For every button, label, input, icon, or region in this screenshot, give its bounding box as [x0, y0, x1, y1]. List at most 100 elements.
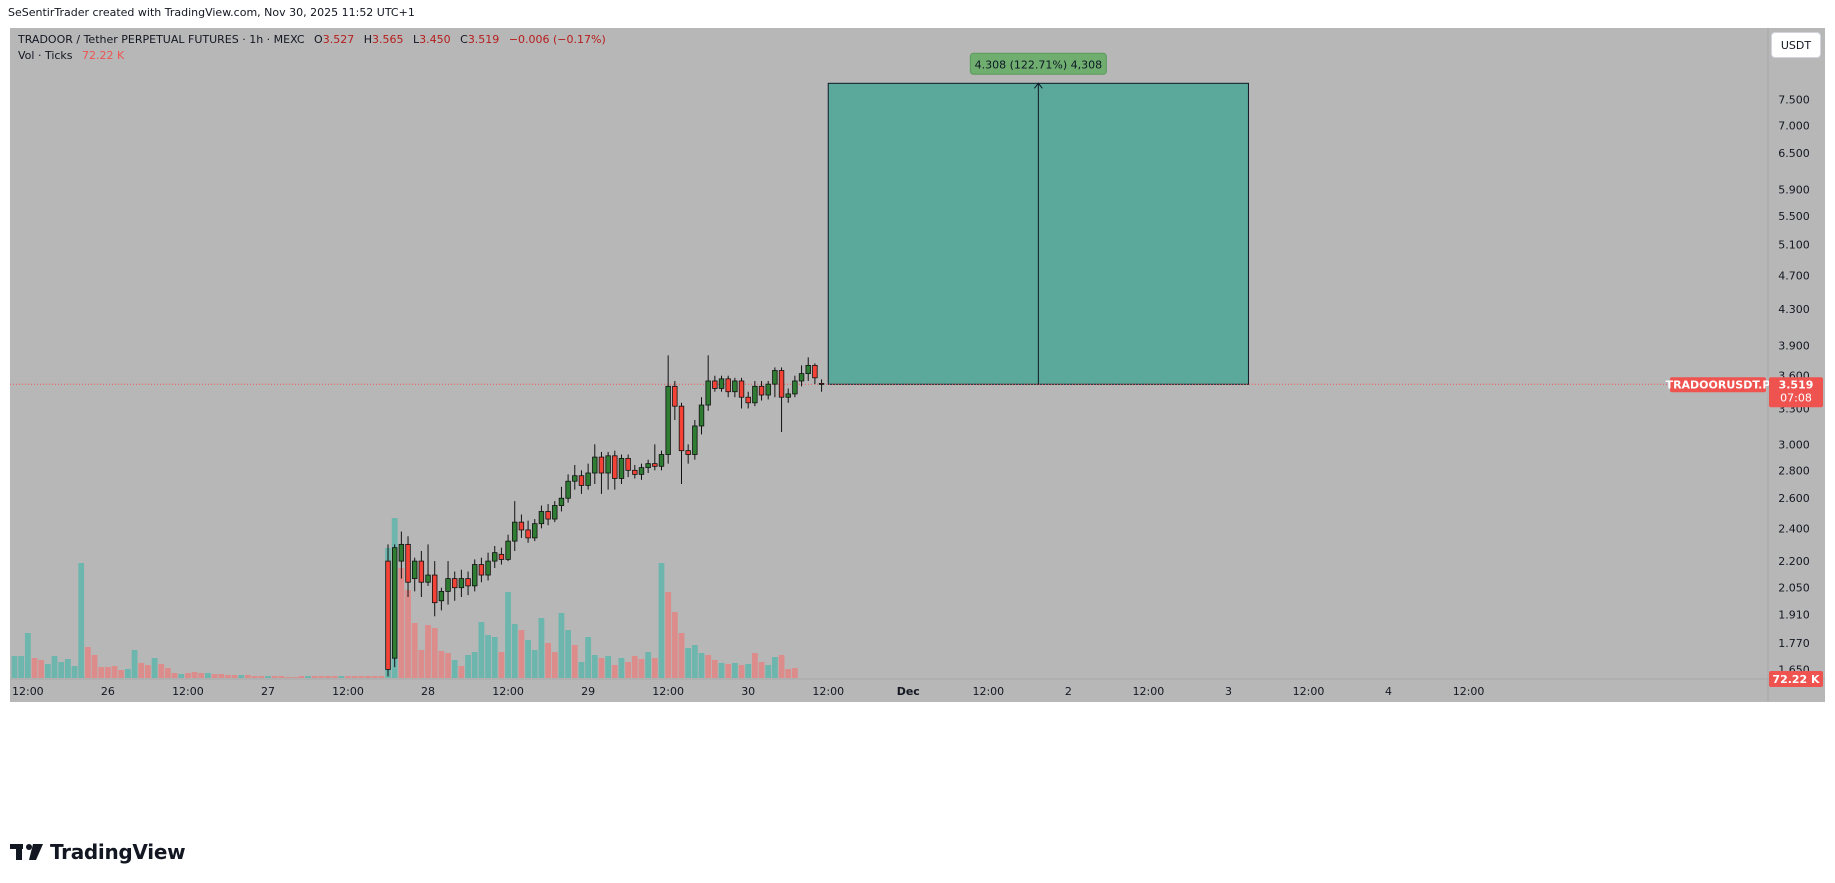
- candle: [645, 459, 651, 474]
- candle-body: [692, 425, 698, 455]
- volume-bar: [78, 563, 85, 678]
- volume-bar: [685, 648, 692, 678]
- candle: [552, 501, 558, 523]
- candle: [598, 451, 605, 494]
- candle: [518, 514, 525, 538]
- y-tick-label: 2.200: [1778, 555, 1810, 568]
- volume-bar: [178, 674, 185, 678]
- candle-body: [738, 380, 745, 398]
- candle: [725, 375, 731, 398]
- candle: [752, 380, 758, 407]
- y-tick-label: 2.400: [1778, 522, 1810, 535]
- currency-button[interactable]: USDT: [1771, 32, 1821, 58]
- legend-low-value: 3.450: [419, 33, 451, 46]
- x-tick-label: 4: [1385, 685, 1392, 698]
- volume-bar: [358, 676, 365, 678]
- volume-bar: [705, 655, 712, 678]
- candle-body: [785, 393, 791, 398]
- volume-bar: [31, 658, 38, 678]
- candle-body: [398, 543, 405, 562]
- candle: [532, 519, 538, 542]
- x-tick-label: 26: [101, 685, 115, 698]
- candle: [391, 544, 398, 668]
- candle: [798, 365, 805, 387]
- candle: [638, 463, 645, 480]
- price-chart[interactable]: 4.308 (122.71%) 4,308 7.500 7.000 6.500 5.9…: [10, 28, 1825, 702]
- volume-bar: [671, 612, 678, 678]
- volume-bar: [151, 658, 158, 678]
- y-tick-label: 1.910: [1778, 608, 1810, 621]
- candle-body: [618, 458, 625, 479]
- volume-bar: [731, 663, 738, 678]
- candle: [678, 402, 685, 485]
- volume-bar: [451, 660, 458, 678]
- volume-bar: [64, 659, 71, 678]
- candle-body: [512, 521, 518, 542]
- volume-bar: [331, 676, 338, 678]
- legend-high-value: 3.565: [372, 33, 404, 46]
- tradingview-logo-text: TradingView: [50, 840, 186, 864]
- x-tick-label: 12:00: [12, 685, 44, 698]
- candle: [792, 375, 798, 398]
- candle: [665, 355, 671, 464]
- measure-label: 4.308 (122.71%) 4,308: [975, 58, 1103, 71]
- x-tick-label: 28: [421, 685, 435, 698]
- y-tick-label: 5.900: [1778, 184, 1810, 197]
- candle: [712, 375, 718, 392]
- candle: [418, 550, 425, 597]
- volume-bar: [205, 673, 211, 678]
- candle-body: [532, 523, 538, 539]
- legend-change: −0.006 (−0.17%): [509, 33, 606, 46]
- volume-bar: [698, 653, 705, 678]
- volume-bar: [745, 664, 752, 678]
- candles-layer: [385, 355, 825, 677]
- volume-bar: [485, 635, 491, 678]
- candle-body: [638, 467, 645, 475]
- candle-body: [725, 378, 731, 393]
- candle-body: [538, 511, 545, 525]
- candle-body: [498, 553, 505, 560]
- candle: [812, 363, 818, 385]
- candle: [572, 464, 578, 490]
- candle: [738, 377, 745, 409]
- candle: [492, 546, 498, 569]
- y-tick-label: 3.900: [1778, 340, 1810, 353]
- volume-bar: [445, 653, 451, 678]
- candle-body: [411, 560, 418, 580]
- volume-bar: [771, 657, 778, 678]
- volume-bar: [91, 655, 98, 678]
- volume-bar: [378, 676, 385, 678]
- volume-bar: [124, 669, 131, 678]
- candle: [432, 561, 438, 617]
- price-tag-symbol-bg: [1670, 377, 1766, 393]
- tradingview-logo[interactable]: TradingView: [10, 840, 186, 864]
- price-tag: TRADOORUSDT.P 3.519 07:08: [1666, 377, 1823, 408]
- candle: [385, 544, 391, 677]
- x-tick-label: 12:00: [972, 685, 1004, 698]
- volume-bar: [245, 675, 251, 678]
- volume-bar: [371, 676, 378, 678]
- x-tick-label: 29: [581, 685, 595, 698]
- x-tick-label: 12:00: [652, 685, 684, 698]
- candle-body: [605, 455, 611, 474]
- candle: [765, 380, 771, 400]
- candle: [538, 505, 545, 529]
- volume-bar: [605, 656, 612, 678]
- candle-body: [592, 456, 598, 474]
- candle: [732, 377, 738, 398]
- x-tick-label: 12:00: [1133, 685, 1165, 698]
- x-tick-label: 2: [1065, 685, 1072, 698]
- candle-body: [792, 380, 798, 395]
- volume-bar: [278, 676, 285, 678]
- candle: [585, 463, 591, 490]
- y-tick-label: 1.770: [1778, 637, 1810, 650]
- svg-text:Vol · Ticks 72.22 K: Vol · Ticks 72.22 K: [18, 49, 125, 62]
- measure-label-badge: [969, 52, 1107, 75]
- candle-body: [452, 578, 458, 589]
- volume-bar: [665, 592, 672, 678]
- candle-body: [685, 450, 691, 455]
- candle: [705, 355, 711, 411]
- x-tick-label: 12:00: [1293, 685, 1325, 698]
- legend-open-value: 3.527: [323, 33, 355, 46]
- candle-body: [778, 370, 785, 398]
